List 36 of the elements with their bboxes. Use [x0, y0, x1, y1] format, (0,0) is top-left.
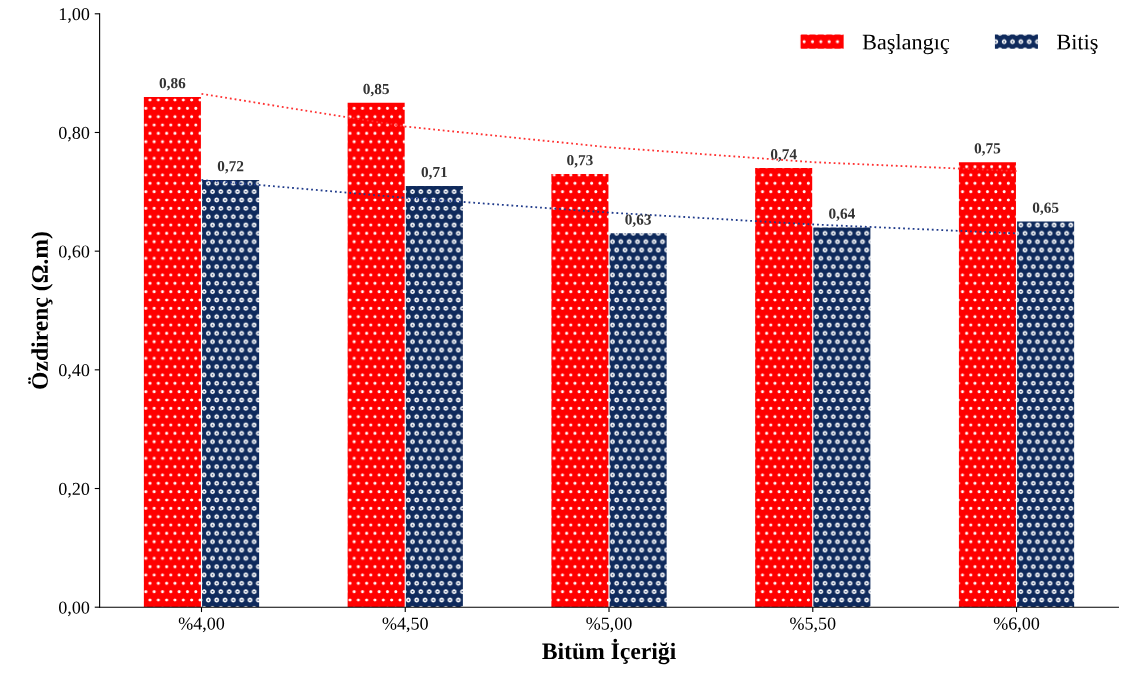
data-label: 0,75: [974, 143, 1001, 156]
y-tick-label: 0,00: [58, 601, 90, 617]
data-label: 0,63: [625, 214, 651, 227]
y-tick-label: 0,20: [58, 482, 90, 498]
x-axis-title: Bitüm İçeriği: [542, 638, 676, 665]
data-label: 0,71: [421, 166, 447, 180]
data-label: 0,72: [217, 160, 244, 174]
bar: [347, 102, 405, 608]
y-tick-label: 0,80: [58, 126, 90, 142]
x-tick-label: %6,00: [993, 617, 1040, 633]
line-series: [200, 179, 1018, 235]
x-tick-label: %4,00: [178, 617, 225, 633]
data-label: 0,74: [770, 149, 797, 162]
bar: [202, 179, 260, 608]
bar: [609, 233, 667, 608]
x-tick-label: %5,00: [586, 617, 632, 633]
legend-label: Bitiş: [1057, 34, 1098, 55]
data-label: 0,86: [159, 77, 186, 91]
y-tick-label: 1,00: [59, 8, 90, 23]
bar: [1017, 221, 1075, 608]
y-tick-label: 0,40: [58, 364, 90, 379]
data-label: 0,64: [829, 208, 855, 221]
data-label: 0,73: [567, 155, 593, 168]
legend-label: Başlangıç: [862, 33, 950, 55]
bar: [551, 174, 609, 608]
y-axis-title: Özdirenç (Ω.m): [28, 232, 53, 389]
bar: [755, 168, 813, 608]
data-label: 0,65: [1032, 202, 1059, 216]
bar: [813, 227, 871, 608]
data-label: 0,85: [363, 83, 389, 97]
bar: [143, 96, 201, 608]
y-tick-label: 0,60: [58, 245, 90, 261]
bar: [405, 185, 463, 608]
x-tick-label: %4,50: [382, 617, 428, 633]
bar: [958, 162, 1016, 608]
x-tick-label: %5,50: [790, 617, 836, 633]
